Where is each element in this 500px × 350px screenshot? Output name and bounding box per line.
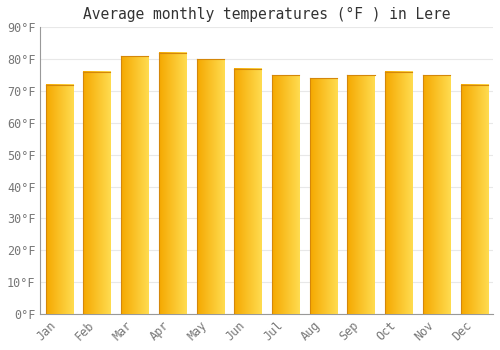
Title: Average monthly temperatures (°F ) in Lere: Average monthly temperatures (°F ) in Le…: [83, 7, 450, 22]
